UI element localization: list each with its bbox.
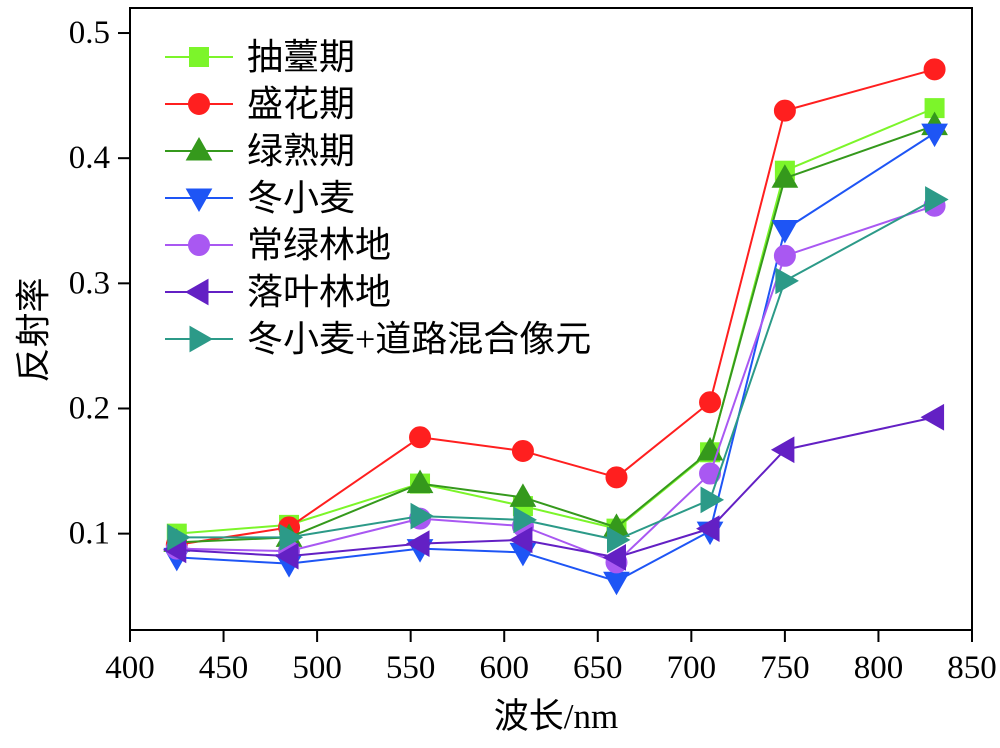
x-axis: 400 450 500 550 600 650 700 750 800 850 [105, 630, 997, 686]
series-7-data-point [606, 526, 631, 554]
x-tick-label: 700 [667, 650, 717, 686]
series-2-line [176, 68, 935, 546]
series-7-data-point [167, 524, 191, 551]
series-6-data-point [508, 526, 533, 554]
legend-item: 落叶林地 [165, 272, 391, 312]
series-5-data-point [699, 462, 722, 485]
series-6-data-point [696, 515, 720, 542]
legend-item: 绿熟期 [165, 131, 355, 171]
legend-item: 冬小麦 [165, 178, 355, 218]
y-tick-label: 0.3 [69, 265, 110, 301]
legend-label: 常绿林地 [247, 225, 391, 265]
series-7-data-point [775, 267, 799, 295]
x-tick-label: 650 [573, 650, 623, 686]
y-tick-label: 0.1 [69, 516, 110, 552]
x-tick-label: 500 [292, 650, 342, 686]
series-2-data-point [511, 440, 534, 463]
x-axis-title: 波长/nm [494, 697, 618, 736]
legend-marker [184, 278, 209, 306]
series-4-data-point [603, 571, 630, 596]
x-tick-label: 850 [947, 650, 997, 686]
series-5-data-point [773, 244, 796, 267]
y-tick-label: 0.4 [69, 140, 110, 176]
series-1-line [176, 107, 935, 535]
series-3-data-point [509, 483, 537, 507]
legend-item: 抽薹期 [165, 37, 355, 77]
plot-frame [129, 7, 973, 631]
legend-marker [189, 325, 214, 353]
series-7-data-point [700, 486, 725, 514]
series-2-data-point [923, 58, 946, 81]
y-axis-title: 反射率 [15, 277, 54, 382]
legend-item: 盛花期 [165, 84, 355, 124]
y-tick-label: 0.2 [69, 390, 110, 426]
series-4-line [176, 132, 936, 583]
legend-item: 冬小麦+道路混合像元 [165, 319, 591, 359]
series-6-data-point [602, 544, 626, 571]
series-3-data-point [771, 164, 799, 188]
legend-marker [185, 188, 213, 213]
series-7-data-point [925, 186, 949, 213]
x-tick-label: 750 [760, 650, 810, 686]
legend-marker [188, 234, 210, 256]
legend-label: 盛花期 [247, 84, 355, 124]
series-6-data-point [406, 530, 430, 558]
series-2-data-point [773, 99, 796, 122]
legend-marker [188, 93, 210, 115]
x-tick-label: 550 [386, 650, 436, 686]
legend-label: 落叶林地 [247, 272, 391, 312]
x-tick-label: 400 [105, 650, 155, 686]
legend-label: 冬小麦 [247, 178, 355, 218]
series-2-data-point [409, 426, 432, 449]
series-3-data-point [406, 469, 434, 494]
series-6-data-point [770, 436, 795, 464]
series-7-data-point [410, 502, 435, 530]
series-6-data-point [920, 403, 945, 431]
legend-marker [189, 47, 209, 67]
y-axis: 0.1 0.2 0.3 0.4 0.5 [69, 15, 130, 552]
series-2-data-point [699, 391, 722, 414]
series-2-data-point [605, 466, 628, 489]
y-tick-label: 0.5 [69, 15, 110, 51]
series-4-data-point [771, 220, 799, 244]
legend-item: 常绿林地 [165, 225, 391, 265]
series-6-data-point [275, 542, 299, 570]
series-7-line [176, 198, 936, 541]
legend-label: 冬小麦+道路混合像元 [247, 319, 591, 359]
x-tick-label: 450 [199, 650, 249, 686]
x-tick-label: 800 [854, 650, 904, 686]
series-7-data-point [513, 506, 537, 534]
x-tick-label: 600 [479, 650, 529, 686]
series-4-data-point [921, 123, 948, 148]
series-5-line [176, 204, 935, 564]
series-3-line [176, 124, 935, 544]
series-7-data-point [279, 524, 304, 551]
series-6-line [176, 416, 935, 559]
legend-label: 抽薹期 [247, 37, 355, 77]
legend-marker [185, 136, 213, 161]
series-7 [167, 186, 949, 554]
legend-label: 绿熟期 [247, 131, 355, 171]
series-6 [162, 403, 945, 571]
